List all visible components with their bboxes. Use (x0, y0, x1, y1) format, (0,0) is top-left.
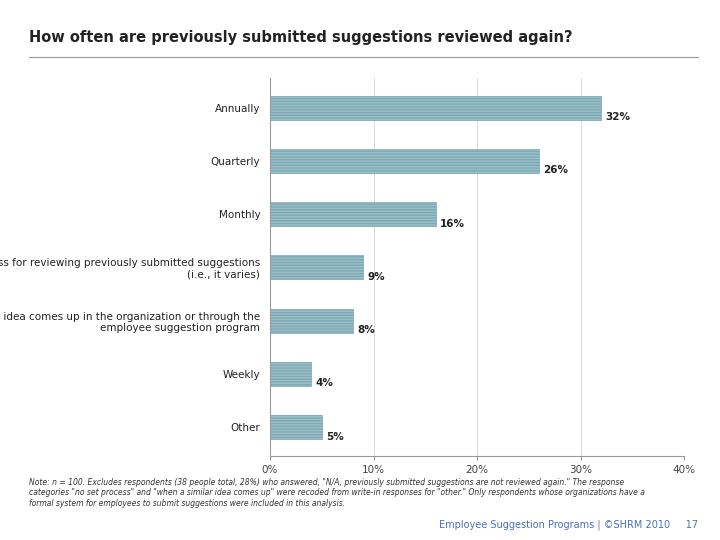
Bar (270, 149, 539, 173)
Text: Note: n = 100. Excludes respondents (38 people total, 28%) who answered, "N/A, p: Note: n = 100. Excludes respondents (38 … (29, 478, 644, 508)
Bar (270, 202, 436, 226)
Text: Employee Suggestion Programs | ©SHRM 2010     17: Employee Suggestion Programs | ©SHRM 201… (439, 520, 698, 530)
Bar (270, 308, 353, 333)
Text: 4%: 4% (315, 379, 333, 388)
Text: 8%: 8% (357, 325, 374, 335)
Bar (270, 362, 311, 386)
Text: 32%: 32% (606, 112, 630, 122)
Text: 9%: 9% (367, 272, 385, 282)
Text: 16%: 16% (440, 219, 464, 228)
Text: 5%: 5% (326, 431, 343, 442)
Bar (270, 415, 322, 439)
Bar (270, 255, 363, 279)
Text: How often are previously submitted suggestions reviewed again?: How often are previously submitted sugge… (29, 30, 572, 45)
Bar (270, 96, 601, 119)
Text: 26%: 26% (544, 165, 568, 176)
